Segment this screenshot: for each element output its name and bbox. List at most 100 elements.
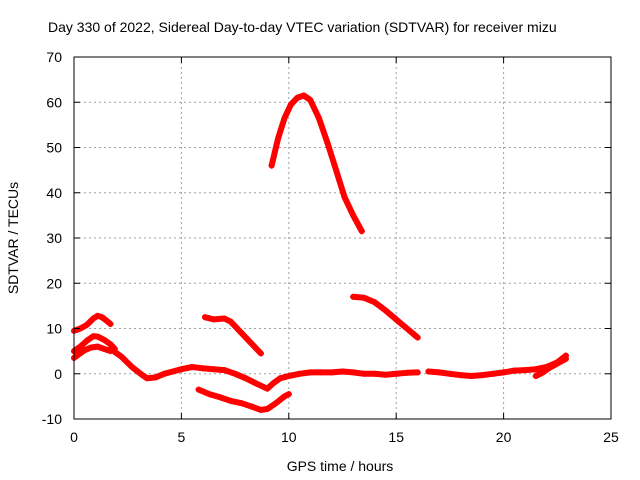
data-point xyxy=(249,403,256,410)
x-tick-label: 0 xyxy=(70,429,78,445)
data-point xyxy=(128,363,135,370)
data-point xyxy=(414,369,421,376)
data-point xyxy=(446,370,453,377)
data-point xyxy=(315,115,322,122)
series-arc-mid-1 xyxy=(202,314,264,357)
data-point xyxy=(161,370,168,377)
series-arc-main-1 xyxy=(107,345,421,392)
y-tick-label: 30 xyxy=(46,230,62,246)
data-point xyxy=(178,366,185,373)
data-point xyxy=(247,339,254,346)
data-point xyxy=(221,367,228,374)
data-point xyxy=(360,370,367,377)
data-point xyxy=(328,369,335,376)
data-point xyxy=(236,327,243,334)
data-point xyxy=(238,400,245,407)
y-tick-label: 10 xyxy=(46,321,62,337)
data-point xyxy=(552,361,559,368)
data-point xyxy=(257,350,264,357)
y-tick-label: 60 xyxy=(46,94,62,110)
chart-title: Day 330 of 2022, Sidereal Day-to-day VTE… xyxy=(48,19,557,35)
data-point xyxy=(403,325,410,332)
x-tick-label: 5 xyxy=(178,429,186,445)
data-point xyxy=(264,385,271,392)
data-point xyxy=(300,92,307,99)
data-point xyxy=(382,371,389,378)
series-arc-low xyxy=(195,386,292,413)
y-tick-label: 50 xyxy=(46,140,62,156)
data-point xyxy=(101,336,108,343)
y-tick-label: -10 xyxy=(42,411,62,427)
data-point xyxy=(479,372,486,379)
series-arc-mid-2 xyxy=(350,293,421,341)
data-point xyxy=(98,314,105,321)
data-point xyxy=(268,162,275,169)
data-point xyxy=(403,369,410,376)
data-point xyxy=(272,400,279,407)
grid-lines xyxy=(74,57,611,419)
data-point xyxy=(522,367,529,374)
data-point xyxy=(118,353,125,360)
data-point xyxy=(90,315,97,322)
data-point xyxy=(227,318,234,325)
y-tick-label: 70 xyxy=(46,49,62,65)
data-point xyxy=(341,194,348,201)
data-point xyxy=(275,135,282,142)
data-point xyxy=(210,366,217,373)
data-point xyxy=(152,374,159,381)
data-point xyxy=(101,345,108,352)
data-point xyxy=(511,367,518,374)
data-point xyxy=(532,373,539,380)
data-point xyxy=(227,397,234,404)
data-point xyxy=(500,369,507,376)
data-point xyxy=(199,365,206,372)
data-point xyxy=(382,307,389,314)
data-point xyxy=(324,139,331,146)
data-point xyxy=(206,391,213,398)
y-tick-label: 20 xyxy=(46,275,62,291)
data-point xyxy=(253,380,260,387)
data-point xyxy=(285,391,292,398)
data-point xyxy=(562,355,569,362)
data-point xyxy=(81,347,88,354)
data-point xyxy=(210,316,217,323)
data-point xyxy=(294,94,301,101)
data-point xyxy=(285,373,292,380)
data-point xyxy=(489,370,496,377)
data-point xyxy=(457,372,464,379)
data-point xyxy=(83,321,90,328)
data-point xyxy=(414,334,421,341)
data-point xyxy=(270,379,277,386)
data-point xyxy=(339,368,346,375)
x-axis-label: GPS time / hours xyxy=(287,458,394,474)
data-point xyxy=(350,212,357,219)
data-point xyxy=(393,370,400,377)
axis-ticks: 0 5 10 15 20 25 -10 0 10 20 30 40 50 60 70 xyxy=(42,49,619,445)
data-point xyxy=(103,317,110,324)
data-point xyxy=(144,375,151,382)
data-point xyxy=(75,351,82,358)
data-point xyxy=(371,370,378,377)
data-point xyxy=(350,369,357,376)
data-point xyxy=(307,96,314,103)
data-point xyxy=(189,363,196,370)
data-point xyxy=(318,369,325,376)
data-point xyxy=(83,337,90,344)
data-point xyxy=(468,373,475,380)
data-point xyxy=(539,369,546,376)
data-point xyxy=(232,370,239,377)
data-point xyxy=(358,228,365,235)
data-point xyxy=(350,293,357,300)
data-point xyxy=(77,343,84,350)
data-point xyxy=(307,369,314,376)
data-point xyxy=(94,343,101,350)
x-tick-label: 20 xyxy=(496,429,512,445)
data-point xyxy=(169,368,176,375)
data-point xyxy=(202,314,209,321)
data-point xyxy=(360,294,367,301)
data-point xyxy=(88,344,95,351)
x-tick-label: 10 xyxy=(281,429,297,445)
data-point xyxy=(287,101,294,108)
data-point xyxy=(242,375,249,382)
data-point xyxy=(264,406,271,413)
